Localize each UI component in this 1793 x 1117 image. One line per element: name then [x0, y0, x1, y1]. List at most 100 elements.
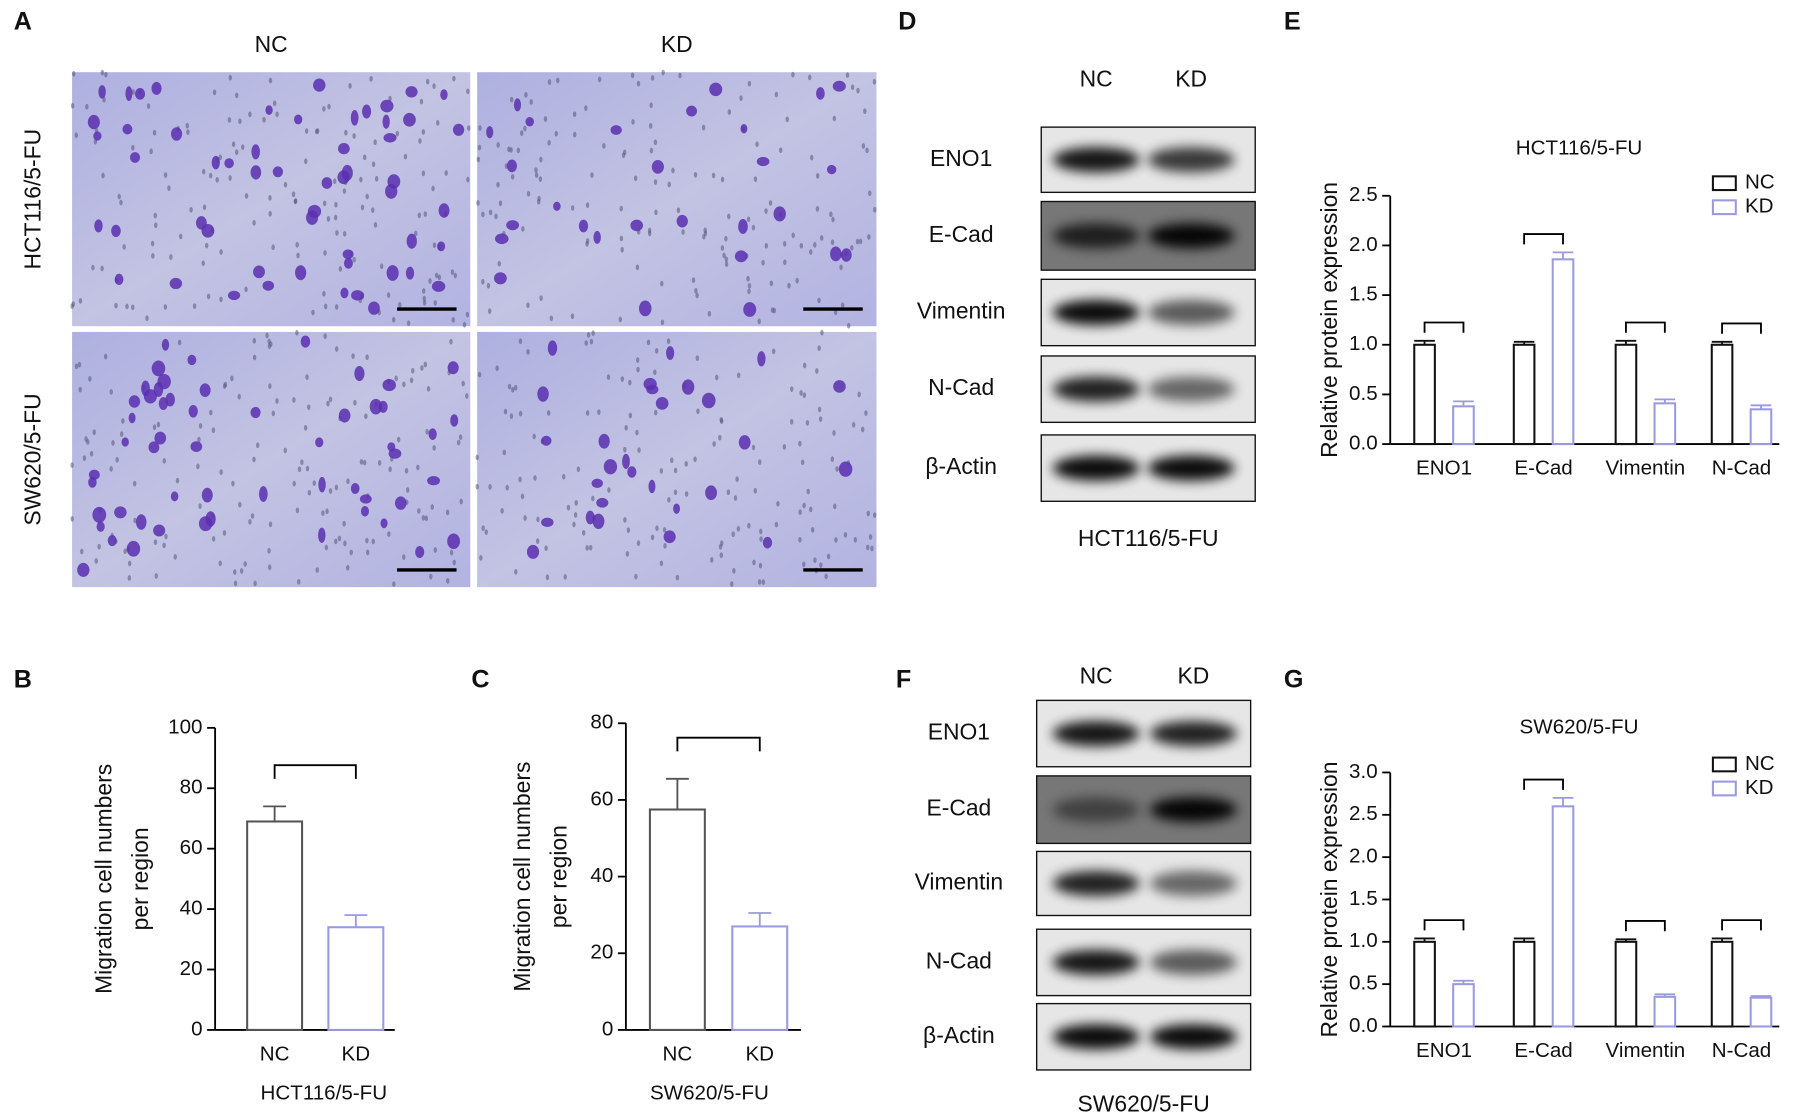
cell-dot: [832, 430, 836, 436]
cell-dot: [291, 191, 296, 198]
cell-dot: [304, 128, 309, 134]
cell-dot: [396, 436, 401, 443]
band: [1052, 376, 1140, 402]
cell-dot: [272, 100, 277, 107]
cell-dot: [465, 393, 469, 399]
cell-dot: [518, 410, 523, 417]
cell-dot: [334, 538, 338, 545]
migrated-cell: [592, 513, 605, 530]
cell-dot: [533, 475, 537, 481]
bar: [731, 925, 789, 1031]
cell-dot: [799, 390, 803, 396]
cell-dot: [653, 369, 657, 376]
y-tick-label: 0.0: [1349, 432, 1378, 455]
migrated-cell: [547, 340, 558, 356]
migrated-cell: [743, 302, 757, 317]
cell-dot: [625, 550, 630, 557]
error-bar: [1654, 398, 1676, 404]
y-tick-label: 80: [180, 776, 203, 799]
cell-dot: [252, 337, 257, 344]
cell-dot: [153, 539, 158, 546]
migrated-cell: [211, 155, 220, 170]
cell-dot: [111, 440, 115, 446]
cell-dot: [495, 365, 499, 372]
cell-dot: [712, 441, 716, 447]
cell-dot: [496, 181, 500, 188]
migrated-cell: [431, 280, 446, 292]
cell-dot: [423, 211, 427, 218]
cell-dot: [872, 512, 877, 519]
cell-dot: [850, 244, 854, 251]
cell-dot: [589, 338, 594, 345]
cell-dot: [453, 272, 458, 279]
protein-label: ENO1: [930, 145, 992, 171]
migrated-cell: [673, 503, 681, 514]
cell-dot: [873, 206, 877, 213]
migrated-cell: [756, 156, 770, 167]
migrated-cell: [190, 441, 203, 452]
cell-dot: [297, 579, 301, 585]
cell-dot: [523, 125, 527, 132]
row-label: SW620/5-FU: [19, 393, 45, 525]
cell-dot: [127, 560, 132, 567]
migrated-cell: [826, 164, 837, 175]
cell-dot: [204, 242, 209, 249]
cell-dot: [322, 105, 326, 112]
migrated-cell: [122, 123, 133, 135]
cell-dot: [500, 507, 504, 514]
error-bar: [263, 805, 287, 822]
cell-dot: [719, 552, 724, 559]
migrated-cell: [526, 544, 540, 559]
bar: [1413, 940, 1436, 1028]
error-bar: [1711, 937, 1733, 942]
cell-dot: [177, 339, 182, 346]
cell-dot: [733, 495, 738, 501]
cell-dot: [103, 353, 108, 360]
cell-dot: [198, 503, 202, 509]
cell-dot: [829, 211, 833, 218]
y-axis-label: per region: [546, 825, 572, 928]
cell-dot: [520, 493, 525, 500]
cell-dot: [481, 525, 485, 532]
migrated-cell: [388, 448, 402, 459]
cell-dot: [77, 361, 82, 368]
cell-dot: [212, 89, 217, 96]
cell-dot: [202, 204, 207, 211]
migrated-cell: [447, 361, 459, 375]
cell-dot: [581, 529, 586, 536]
migrated-cell: [187, 354, 197, 366]
cell-dot: [467, 125, 471, 131]
cell-dot: [747, 288, 751, 295]
cell-dot: [244, 286, 248, 293]
cell-dot: [736, 372, 741, 379]
band: [1149, 797, 1237, 823]
cell-dot: [404, 467, 409, 474]
cell-dot: [475, 454, 479, 461]
y-tick-label: 1.5: [1349, 283, 1378, 306]
cell-dot: [428, 278, 432, 284]
cell-dot: [365, 549, 370, 556]
cell-dot: [810, 154, 814, 161]
cell-dot: [545, 574, 550, 581]
migrated-cell: [438, 203, 450, 218]
cell-dot: [338, 266, 343, 272]
cell-dot: [248, 111, 252, 118]
legend-swatch: [1711, 175, 1737, 192]
cell-dot: [819, 562, 823, 568]
migrated-cell: [382, 378, 396, 392]
cell-dot: [757, 318, 761, 325]
cell-dot: [228, 175, 232, 181]
cell-dot: [628, 379, 632, 386]
cell-dot: [351, 353, 355, 359]
cell-dot: [452, 559, 456, 566]
cell-dot: [275, 398, 279, 404]
cell-dot: [395, 130, 400, 137]
cell-dot: [300, 459, 304, 466]
cell-dot: [231, 141, 236, 148]
migrated-cell: [201, 224, 215, 238]
cell-dot: [696, 408, 700, 415]
cell-dot: [562, 473, 566, 480]
cell-dot: [824, 573, 828, 580]
migrated-cell: [224, 158, 234, 169]
migrated-cell: [648, 479, 656, 494]
